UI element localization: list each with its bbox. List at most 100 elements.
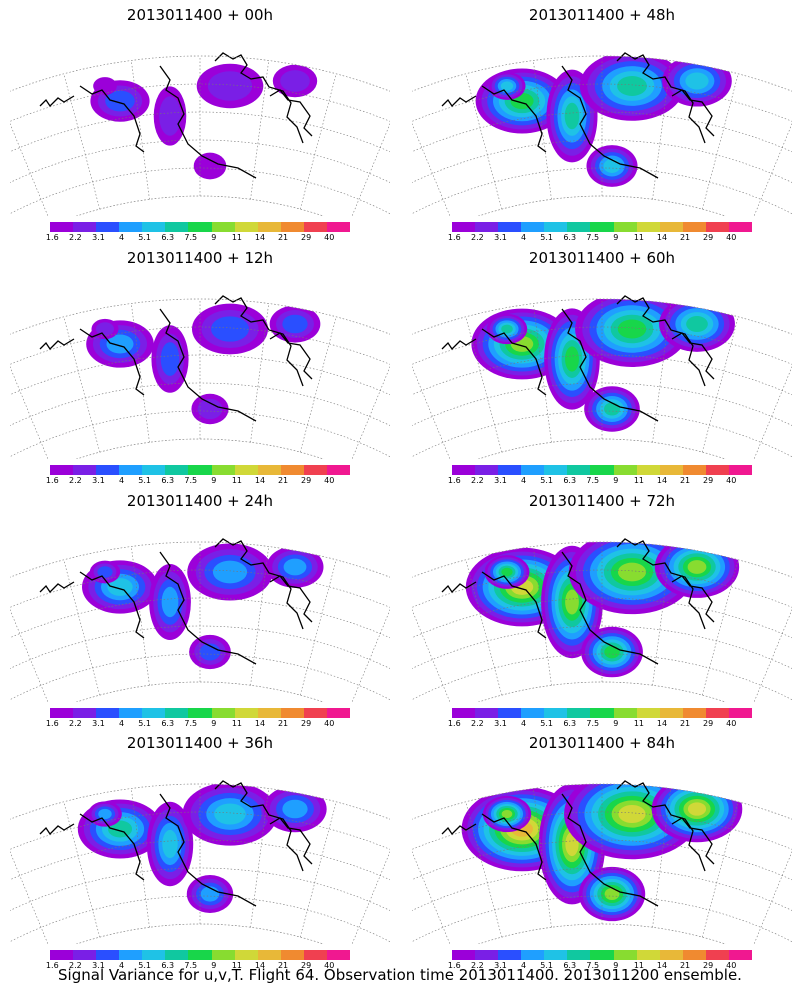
- colorbar-swatch: [613, 708, 637, 718]
- colorbar-tick-label: 4: [520, 961, 527, 970]
- colorbar-tick-label: 14: [254, 476, 266, 485]
- variance-contour: [618, 804, 646, 824]
- colorbar-swatch: [119, 222, 143, 232]
- colorbar-swatch: [119, 465, 143, 475]
- variance-contour: [193, 152, 227, 180]
- colorbar-swatch: [211, 950, 235, 960]
- colorbar-tick-label: 2.2: [69, 961, 82, 970]
- colorbar-tick-label: 3.1: [92, 961, 105, 970]
- coastline: [441, 295, 715, 422]
- coastline: [441, 780, 715, 907]
- colorbar-tick-label: 29: [301, 476, 312, 485]
- colorbar-tick-label: 11: [231, 961, 243, 970]
- variance-contour: [603, 159, 621, 173]
- variance-contour: [617, 562, 647, 582]
- colorbar-swatch: [636, 950, 660, 960]
- colorbar-swatches: [452, 708, 753, 718]
- colorbar-swatch: [659, 950, 683, 960]
- colorbar-swatches: [50, 708, 351, 718]
- colorbar-labels: 1.6 2.2 3.1 4 5.1 6.3 7.5 9 11 14 21 29 40: [448, 475, 752, 487]
- colorbar: 1.6 2.2 3.1 4 5.1 6.3 7.5 9 11 14 21 29 40: [46, 465, 351, 493]
- colorbar-swatch: [119, 708, 143, 718]
- colorbar-tick-label: 9: [613, 476, 619, 485]
- variance-contour: [501, 567, 513, 577]
- colorbar-swatch: [705, 465, 729, 475]
- colorbar-swatch: [452, 708, 476, 718]
- variance-contour: [565, 589, 579, 615]
- variance-contour: [98, 808, 112, 820]
- colorbar-swatch: [567, 465, 591, 475]
- colorbar-swatch: [659, 222, 683, 232]
- variance-contour: [500, 81, 514, 91]
- colorbar-tick-label: 7.5: [586, 961, 600, 970]
- colorbar-tick-label: 21: [679, 961, 691, 970]
- variance-field: [475, 56, 732, 187]
- colorbar-swatch: [590, 708, 614, 718]
- colorbar-swatch: [326, 708, 351, 718]
- colorbar-tick-label: 4: [118, 476, 125, 485]
- colorbar-swatch: [682, 950, 706, 960]
- colorbar-swatch: [96, 222, 120, 232]
- colorbar-swatch: [50, 222, 74, 232]
- variance-contour: [162, 829, 178, 859]
- colorbar-swatch: [498, 708, 522, 718]
- colorbar-tick-label: 3.1: [494, 961, 507, 970]
- colorbar-tick-label: 6.3: [161, 476, 175, 485]
- colorbar-swatch: [452, 465, 476, 475]
- variance-contour: [97, 566, 113, 578]
- colorbar-tick-label: 29: [703, 961, 714, 970]
- colorbar-swatch: [73, 222, 97, 232]
- colorbar-swatch: [521, 465, 545, 475]
- colorbar-swatch: [257, 465, 281, 475]
- colorbar-tick-label: 21: [679, 476, 691, 485]
- colorbar-tick-label: 11: [633, 476, 645, 485]
- panel-title: 2013011400 + 72h: [528, 492, 676, 510]
- colorbar-tick-label: 11: [633, 719, 645, 728]
- colorbar-tick-label: 29: [301, 719, 312, 728]
- variance-contour: [283, 558, 307, 576]
- panel-title: 2013011400 + 60h: [528, 249, 676, 267]
- colorbar-tick-label: 11: [633, 961, 645, 970]
- colorbar-swatch: [567, 222, 591, 232]
- colorbar-swatch: [326, 222, 351, 232]
- colorbar-swatch: [188, 950, 212, 960]
- colorbar-swatch: [326, 950, 351, 960]
- colorbar-swatches: [452, 222, 753, 232]
- colorbar-tick-label: 9: [211, 476, 217, 485]
- colorbar-swatch: [590, 950, 614, 960]
- colorbar-labels: 1.6 2.2 3.1 4 5.1 6.3 7.5 9 11 14 21 29 40: [46, 232, 350, 244]
- colorbar-tick-label: 4: [118, 719, 125, 728]
- colorbar-tick-label: 21: [277, 476, 289, 485]
- colorbar-tick-label: 3.1: [92, 233, 105, 242]
- colorbar-tick-label: 4: [520, 719, 527, 728]
- colorbar-tick-label: 1.6: [447, 476, 461, 485]
- colorbar-swatch: [165, 950, 189, 960]
- colorbar-swatch: [544, 950, 568, 960]
- colorbar-tick-label: 2.2: [471, 719, 484, 728]
- colorbar-swatch: [50, 950, 74, 960]
- variance-contour: [197, 398, 223, 420]
- colorbar-swatch: [498, 465, 522, 475]
- colorbar-tick-label: 4: [520, 233, 527, 242]
- graticule: [412, 298, 792, 459]
- colorbar-swatch: [521, 950, 545, 960]
- colorbar-swatch: [452, 950, 476, 960]
- colorbar-tick-label: 6.3: [161, 961, 175, 970]
- variance-field: [82, 543, 324, 670]
- colorbar-tick-label: 3.1: [92, 476, 105, 485]
- colorbar-swatch: [188, 222, 212, 232]
- colorbar-tick-label: 11: [231, 719, 243, 728]
- colorbar-tick-label: 11: [231, 476, 243, 485]
- colorbar-swatch: [211, 222, 235, 232]
- graticule: [10, 541, 390, 702]
- panel-title: 2013011400 + 36h: [126, 734, 274, 752]
- colorbar-tick-label: 5.1: [540, 233, 553, 242]
- forecast-panel: 2013011400 + 48h 1.6 2.2 3.1 4 5.1 6.3 7.5 9 11 14…: [412, 0, 792, 250]
- colorbar-labels: 1.6 2.2 3.1 4 5.1 6.3 7.5 9 11 14 21 29 40: [46, 475, 350, 487]
- variance-contour: [501, 324, 513, 334]
- colorbar-swatch: [96, 465, 120, 475]
- figure-caption: Signal Variance for u,v,T. Flight 64. Ob…: [58, 966, 742, 984]
- variance-contour: [617, 319, 647, 339]
- colorbar-swatches: [50, 465, 351, 475]
- variance-contour: [687, 560, 707, 574]
